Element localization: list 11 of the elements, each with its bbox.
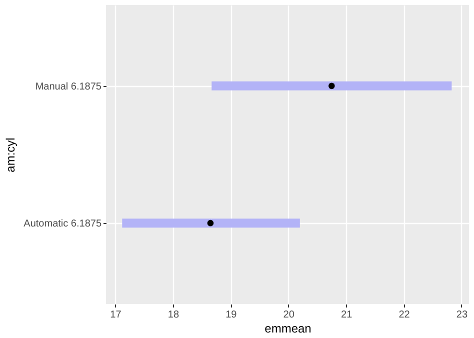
x-tick-label: 23 (456, 310, 468, 320)
x-tick-label: 17 (110, 310, 122, 320)
y-tick-label: Manual 6.1875 (35, 81, 102, 92)
y-axis-title: am:cyl (4, 138, 18, 172)
x-axis-title: emmean (264, 322, 312, 336)
x-tick-label: 18 (168, 310, 180, 320)
x-tick-label: 20 (283, 310, 295, 320)
y-tick-label: Automatic 6.1875 (24, 218, 102, 230)
x-tick-label: 22 (398, 310, 410, 320)
x-tick-label: 21 (341, 310, 353, 320)
x-tick-label: 19 (226, 310, 238, 320)
